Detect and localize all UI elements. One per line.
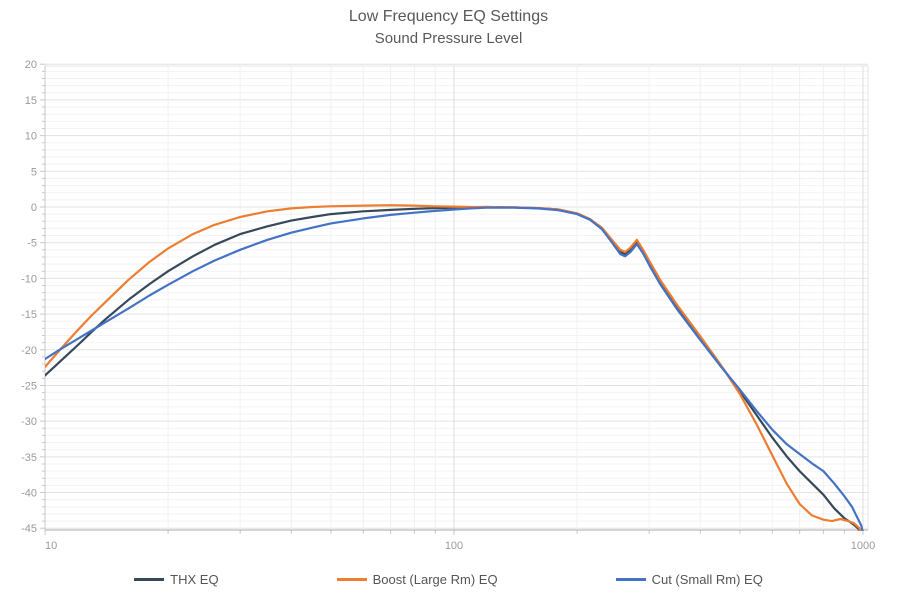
gridlines (45, 63, 868, 530)
y-tick-label: -5 (27, 238, 37, 250)
legend-label: THX EQ (170, 572, 219, 587)
y-tick-label: -30 (21, 416, 37, 428)
legend-line-icon (134, 578, 165, 581)
legend-line-icon (336, 578, 367, 581)
axes (40, 63, 869, 535)
y-tick-label: 0 (31, 202, 37, 214)
y-tick-label: -25 (21, 380, 37, 392)
legend-item-cut-small-rm-eq[interactable]: Cut (Small Rm) EQ (615, 572, 763, 587)
chart-subtitle: Sound Pressure Level (374, 30, 523, 47)
y-tick-label: -35 (21, 452, 37, 464)
y-tick-label: -45 (21, 523, 37, 535)
series-line-cut-small-rm-eq (45, 206, 864, 531)
y-tick-label: -15 (21, 309, 37, 321)
chart-title-block: Low Frequency EQ Settings Sound Pressure… (0, 6, 897, 49)
y-tick-label: 10 (25, 131, 37, 143)
legend-label: Boost (Large Rm) EQ (372, 572, 498, 587)
tick-labels: 20 15 10 5 0 -5 -10 -15 -20 -25 -30 -35 -40 -45 10 100 1… (21, 59, 875, 552)
x-tick-label: 1000 (851, 540, 875, 552)
legend-line-icon (615, 578, 646, 581)
legend-item-thx-eq[interactable]: THX EQ (134, 572, 219, 587)
legend-label: Cut (Small Rm) EQ (651, 572, 763, 587)
y-tick-label: 20 (25, 59, 37, 71)
series-lines (45, 204, 864, 531)
y-tick-label: -40 (21, 488, 37, 500)
y-tick-label: -10 (21, 273, 37, 285)
chart-legend: THX EQ Boost (Large Rm) EQ Cut (Small Rm) … (0, 572, 897, 587)
x-tick-label: 10 (45, 540, 57, 552)
y-tick-label: 5 (31, 166, 37, 178)
y-tick-label: -20 (21, 345, 37, 357)
legend-item-boost-large-rm-eq[interactable]: Boost (Large Rm) EQ (336, 572, 498, 587)
x-tick-label: 100 (445, 540, 463, 552)
y-tick-label: 15 (25, 95, 37, 107)
chart-title: Low Frequency EQ Settings (348, 8, 549, 25)
